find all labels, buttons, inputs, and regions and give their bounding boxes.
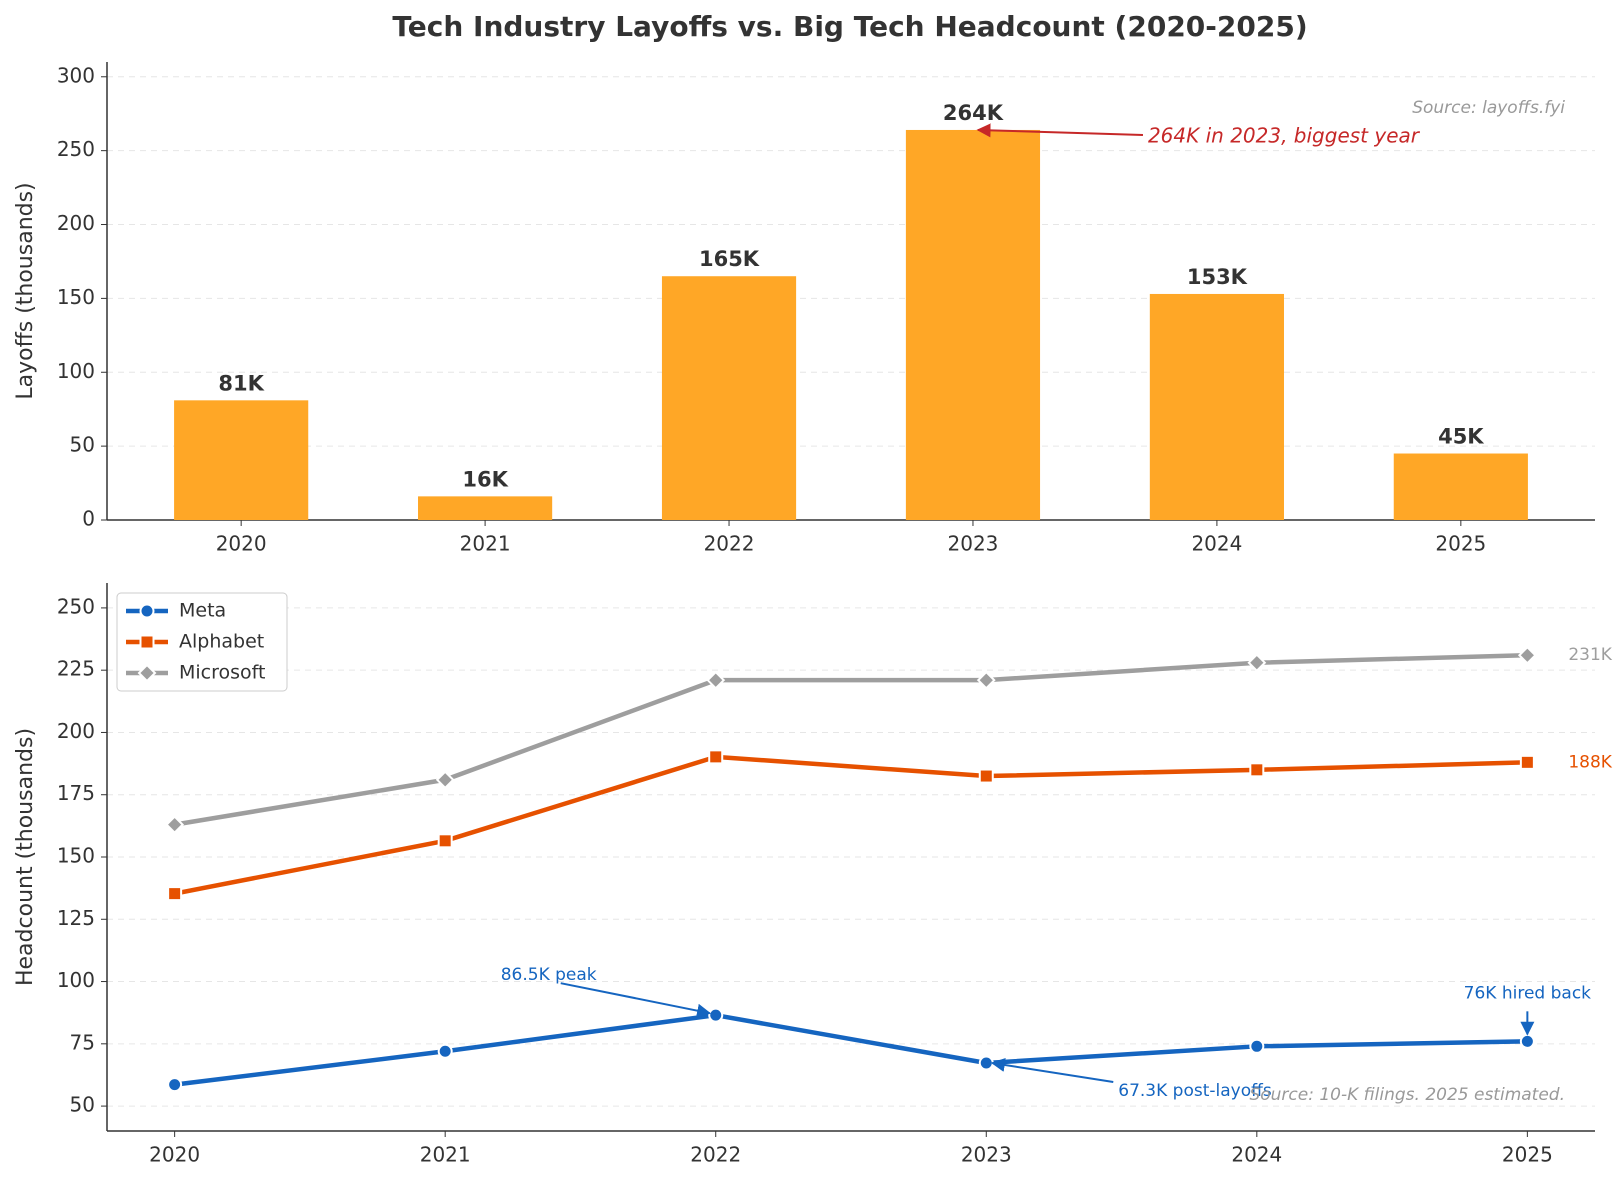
legend-label: Alphabet	[179, 631, 264, 653]
y-tick-label: 50	[70, 1093, 95, 1117]
series-line	[174, 1012, 1528, 1087]
x-tick-label: 2023	[961, 1143, 1012, 1167]
y-tick-label: 150	[57, 285, 95, 309]
annotation-arrow	[560, 982, 712, 1018]
y-tick-label: 0	[82, 507, 95, 531]
annotation-arrow	[990, 1058, 1114, 1083]
end-label: 188K	[1568, 752, 1612, 772]
y-tick-label: 300	[57, 63, 95, 87]
marker	[167, 1077, 183, 1093]
data-label: 16K	[462, 467, 508, 491]
marker	[1517, 645, 1537, 665]
x-tick-label: 2020	[216, 532, 267, 556]
y-tick-label: 100	[57, 359, 95, 383]
marker	[1247, 653, 1267, 673]
x-tick-label: 2021	[420, 1143, 471, 1167]
marker	[435, 770, 455, 790]
end-label: 231K	[1568, 645, 1612, 665]
y-tick-label: 200	[57, 719, 95, 743]
y-tick-label: 100	[57, 968, 95, 992]
y-tick-label: 175	[57, 781, 95, 805]
marker	[978, 768, 994, 784]
legend-label: Meta	[179, 600, 226, 622]
marker	[139, 634, 155, 650]
x-tick-label: 2024	[1231, 1143, 1282, 1167]
x-tick-label: 2020	[149, 1143, 200, 1167]
legend-label: Microsoft	[179, 662, 265, 684]
x-tick-label: 2025	[1435, 532, 1486, 556]
marker	[706, 670, 726, 690]
x-tick-label: 2022	[704, 532, 755, 556]
source-note: Source: layoffs.fyi	[1412, 98, 1565, 118]
bar	[174, 400, 309, 520]
figure-title: Tech Industry Layoffs vs. Big Tech Headc…	[392, 10, 1307, 43]
annotation-arrow	[976, 123, 1143, 138]
y-tick-label: 250	[57, 137, 95, 161]
x-tick-label: 2024	[1191, 532, 1242, 556]
x-tick-label: 2022	[690, 1143, 741, 1167]
y-tick-label: 250	[57, 594, 95, 618]
marker	[1249, 1038, 1265, 1054]
marker	[139, 603, 155, 619]
y-axis-label: Layoffs (thousands)	[13, 182, 38, 399]
y-axis-label: Headcount (thousands)	[13, 728, 38, 986]
y-tick-label: 200	[57, 211, 95, 235]
annotation: 86.5K peak	[501, 965, 597, 985]
bar	[1149, 293, 1284, 520]
y-tick-label: 150	[57, 844, 95, 868]
bar	[1393, 453, 1528, 520]
data-label: 153K	[1187, 265, 1248, 289]
source-note: Source: 10-K filings. 2025 estimated.	[1249, 1085, 1565, 1105]
data-label: 45K	[1438, 425, 1484, 449]
y-tick-label: 225	[57, 657, 95, 681]
marker	[167, 886, 183, 902]
series-line	[174, 754, 1528, 896]
marker	[437, 833, 453, 849]
bar	[661, 276, 797, 520]
marker	[1249, 762, 1265, 778]
series-line	[174, 652, 1528, 827]
annotation: 67.3K post-layoffs	[1118, 1081, 1272, 1101]
marker	[137, 663, 157, 683]
data-label: 165K	[699, 247, 760, 271]
marker	[708, 749, 724, 765]
marker	[1519, 1033, 1535, 1049]
y-tick-label: 75	[70, 1030, 95, 1054]
bar	[418, 496, 553, 520]
data-label: 81K	[218, 371, 264, 395]
marker	[165, 815, 185, 835]
marker	[1519, 754, 1535, 770]
y-tick-label: 125	[57, 906, 95, 930]
data-label: 264K	[943, 101, 1004, 125]
marker	[976, 670, 996, 690]
x-tick-label: 2023	[948, 532, 999, 556]
legend-box	[116, 592, 288, 692]
marker	[437, 1043, 453, 1059]
x-tick-label: 2021	[460, 532, 511, 556]
y-tick-label: 50	[70, 433, 95, 457]
annotation: 76K hired back	[1464, 983, 1592, 1003]
marker	[708, 1007, 724, 1023]
annotation: 264K in 2023, biggest year	[1148, 123, 1421, 147]
marker	[978, 1055, 994, 1071]
bar	[905, 129, 1041, 520]
x-tick-label: 2025	[1502, 1143, 1553, 1167]
